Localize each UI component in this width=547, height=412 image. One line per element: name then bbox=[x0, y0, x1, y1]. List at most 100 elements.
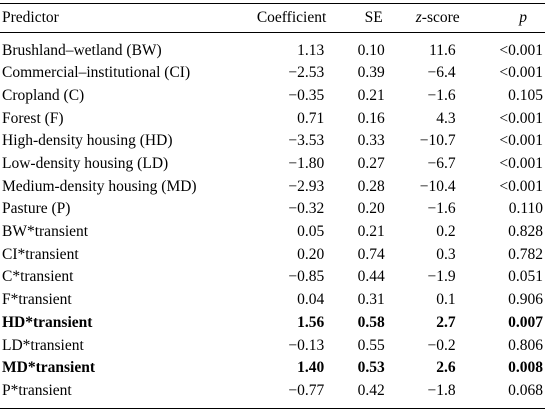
cell-predictor: BW*transient bbox=[2, 223, 89, 241]
cell-p-value: <0.001 bbox=[499, 155, 543, 173]
table-row: MD*transient 1.40 0.53 2.6 0.008 bbox=[0, 357, 545, 380]
cell-predictor: CI*transient bbox=[2, 245, 79, 263]
cell-predictor: Forest (F) bbox=[2, 109, 64, 127]
cell-p-value: 0.068 bbox=[508, 381, 543, 399]
cell-coefficient: 0.05 bbox=[297, 223, 325, 241]
cell-se: 0.16 bbox=[357, 109, 385, 127]
cell-p-value: <0.001 bbox=[499, 64, 543, 82]
cell-z-score: 2.7 bbox=[436, 313, 456, 331]
cell-predictor: P*transient bbox=[2, 381, 72, 399]
cell-p-value: 0.051 bbox=[508, 268, 543, 286]
cell-z-score: −0.2 bbox=[427, 336, 456, 354]
table-row: CI*transient 0.20 0.74 0.3 0.782 bbox=[0, 243, 545, 266]
cell-predictor: F*transient bbox=[2, 291, 72, 309]
cell-coefficient: −2.53 bbox=[288, 64, 325, 82]
table-row: Brushland–wetland (BW) 1.13 0.10 11.6 <0… bbox=[0, 33, 545, 62]
cell-z-score: 2.6 bbox=[436, 359, 456, 377]
table-row: Pasture (P) −0.32 0.20 −1.6 0.110 bbox=[0, 198, 545, 221]
table-row: Medium-density housing (MD) −2.93 0.28 −… bbox=[0, 175, 545, 198]
cell-z-score: 0.2 bbox=[436, 223, 456, 241]
header-z-letter: z bbox=[415, 9, 422, 27]
cell-z-score: 11.6 bbox=[429, 41, 456, 59]
table-body: Brushland–wetland (BW) 1.13 0.10 11.6 <0… bbox=[0, 33, 545, 409]
cell-p-value: <0.001 bbox=[499, 41, 543, 59]
cell-z-score: −1.8 bbox=[427, 381, 456, 399]
cell-p-value: <0.001 bbox=[499, 177, 543, 195]
header-z-suffix: -score bbox=[421, 9, 460, 27]
cell-p-value: <0.001 bbox=[499, 132, 543, 150]
cell-p-value: 0.110 bbox=[508, 200, 543, 218]
table-header: Predictor Coefficient SE z-score p bbox=[0, 3, 545, 33]
cell-coefficient: 0.04 bbox=[297, 291, 325, 309]
cell-coefficient: 1.56 bbox=[297, 313, 325, 331]
cell-z-score: 0.1 bbox=[436, 291, 456, 309]
cell-se: 0.27 bbox=[357, 155, 385, 173]
table-row: HD*transient 1.56 0.58 2.7 0.007 bbox=[0, 311, 545, 334]
cell-se: 0.55 bbox=[357, 336, 385, 354]
cell-z-score: −6.4 bbox=[427, 64, 456, 82]
cell-se: 0.28 bbox=[357, 177, 385, 195]
cell-predictor: C*transient bbox=[2, 268, 74, 286]
cell-coefficient: 1.40 bbox=[297, 359, 325, 377]
cell-coefficient: 0.20 bbox=[297, 245, 325, 263]
cell-predictor: Cropland (C) bbox=[2, 86, 85, 104]
cell-z-score: −6.7 bbox=[427, 155, 456, 173]
cell-z-score: −1.9 bbox=[427, 268, 456, 286]
cell-se: 0.20 bbox=[357, 200, 385, 218]
cell-coefficient: −1.80 bbox=[288, 155, 325, 173]
table-row: Cropland (C) −0.35 0.21 −1.6 0.105 bbox=[0, 84, 545, 107]
cell-se: 0.44 bbox=[357, 268, 385, 286]
header-z-score: z-score bbox=[397, 4, 470, 33]
cell-predictor: Commercial–institutional (CI) bbox=[2, 64, 191, 82]
cell-z-score: 0.3 bbox=[436, 245, 456, 263]
cell-predictor: Pasture (P) bbox=[2, 200, 71, 218]
cell-p-value: 0.782 bbox=[508, 245, 543, 263]
header-coefficient: Coefficient bbox=[256, 9, 327, 27]
cell-predictor: Low-density housing (LD) bbox=[2, 155, 169, 173]
table-row: LD*transient −0.13 0.55 −0.2 0.806 bbox=[0, 334, 545, 357]
regression-table: Predictor Coefficient SE z-score p Brush… bbox=[0, 3, 545, 409]
header-row: Predictor Coefficient SE z-score p bbox=[0, 3, 545, 33]
table-row: Low-density housing (LD) −1.80 0.27 −6.7… bbox=[0, 152, 545, 175]
cell-se: 0.31 bbox=[357, 291, 385, 309]
cell-predictor: Brushland–wetland (BW) bbox=[2, 41, 162, 59]
cell-p-value: <0.001 bbox=[499, 109, 543, 127]
cell-se: 0.42 bbox=[357, 381, 385, 399]
cell-coefficient: −0.35 bbox=[288, 86, 325, 104]
header-predictor: Predictor bbox=[2, 9, 59, 27]
cell-z-score: −1.6 bbox=[427, 200, 456, 218]
cell-p-value: 0.906 bbox=[508, 291, 543, 309]
table-row: Forest (F) 0.71 0.16 4.3 <0.001 bbox=[0, 107, 545, 130]
cell-se: 0.53 bbox=[357, 359, 385, 377]
table-row: C*transient −0.85 0.44 −1.9 0.051 bbox=[0, 266, 545, 289]
cell-z-score: −10.4 bbox=[419, 177, 456, 195]
header-p: p bbox=[519, 9, 527, 27]
table-row: F*transient 0.04 0.31 0.1 0.906 bbox=[0, 289, 545, 312]
cell-z-score: −1.6 bbox=[427, 86, 456, 104]
cell-coefficient: −0.13 bbox=[288, 336, 325, 354]
cell-coefficient: −0.85 bbox=[288, 268, 325, 286]
cell-se: 0.21 bbox=[357, 86, 385, 104]
cell-z-score: −10.7 bbox=[419, 132, 456, 150]
table-row: High-density housing (HD) −3.53 0.33 −10… bbox=[0, 130, 545, 153]
cell-predictor: High-density housing (HD) bbox=[2, 132, 173, 150]
cell-se: 0.33 bbox=[357, 132, 385, 150]
cell-se: 0.58 bbox=[357, 313, 385, 331]
cell-coefficient: −0.77 bbox=[288, 381, 325, 399]
cell-p-value: 0.008 bbox=[508, 359, 543, 377]
cell-p-value: 0.007 bbox=[508, 313, 543, 331]
cell-p-value: 0.105 bbox=[508, 86, 543, 104]
cell-predictor: HD*transient bbox=[2, 313, 93, 331]
table-row: Commercial–institutional (CI) −2.53 0.39… bbox=[0, 62, 545, 85]
table-row: P*transient −0.77 0.42 −1.8 0.068 bbox=[0, 379, 545, 409]
cell-coefficient: −2.93 bbox=[288, 177, 325, 195]
cell-predictor: Medium-density housing (MD) bbox=[2, 177, 197, 195]
cell-p-value: 0.828 bbox=[508, 223, 543, 241]
cell-se: 0.10 bbox=[357, 41, 385, 59]
cell-z-score: 4.3 bbox=[436, 109, 456, 127]
cell-coefficient: 1.13 bbox=[297, 41, 325, 59]
cell-se: 0.39 bbox=[357, 64, 385, 82]
header-se: SE bbox=[364, 9, 383, 27]
cell-se: 0.21 bbox=[357, 223, 385, 241]
